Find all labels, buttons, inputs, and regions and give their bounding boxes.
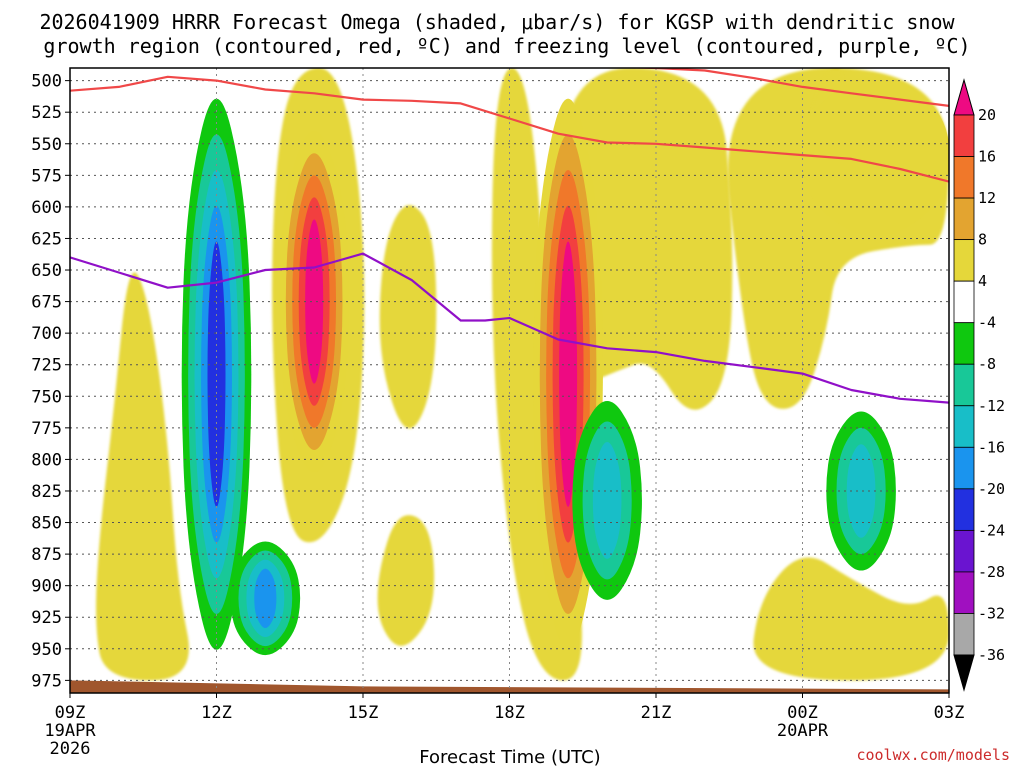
colorbar-label: -12 [978, 397, 1005, 415]
omega-region-weak-descent-3 [377, 515, 435, 646]
chart-title-line1: 2026041909 HRRR Forecast Omega (shaded, … [39, 10, 955, 34]
y-tick-label: 950 [31, 640, 62, 660]
y-tick-label: 600 [31, 198, 62, 218]
colorbar-arrow-bottom [953, 654, 975, 692]
x-tick-label: 21Z [641, 703, 672, 723]
colorbar-label: -36 [978, 646, 1005, 664]
y-tick-label: 675 [31, 293, 62, 313]
colorbar-label: -16 [978, 438, 1005, 456]
colorbar-bin [953, 322, 975, 365]
x-tick-year: 2026 [50, 739, 91, 759]
y-tick-label: 875 [31, 545, 62, 565]
y-tick-label: 700 [31, 324, 62, 344]
temperature-contours [70, 68, 949, 404]
ascent-lobe-13z-ring-3 [254, 568, 277, 628]
colorbar-bin [953, 197, 975, 241]
ascent-cell-20z-ring-2 [592, 442, 622, 559]
colorbar-bin [953, 488, 975, 531]
ground-terrain [70, 680, 949, 693]
y-tick-label: 850 [31, 514, 62, 534]
colorbar-label: -24 [978, 521, 1005, 539]
omega-region-weak-descent-8 [753, 557, 949, 681]
descent-core-19z-ring-4 [559, 241, 578, 507]
y-tick-label: 775 [31, 419, 62, 439]
y-tick-label: 575 [31, 166, 62, 186]
x-tick-label: 18Z [494, 703, 525, 723]
colorbar-bin [953, 613, 975, 656]
y-tick-label: 975 [31, 671, 62, 691]
contour-line-1-0 [70, 252, 949, 404]
contour-line-0-1 [614, 68, 949, 107]
credit-text: coolwx.com/models [856, 746, 1010, 764]
chart-title-line2: growth region (contoured, red, ºC) and f… [43, 34, 970, 58]
y-tick-label: 825 [31, 482, 62, 502]
y-tick-label: 550 [31, 135, 62, 155]
colorbar: 20 16 12 8 4 -4 -8 -12 -16 -20 -24 -28 -32 -36 [953, 78, 1005, 692]
omega-region-weak-descent-2 [379, 205, 437, 429]
colorbar-bin [953, 114, 975, 157]
y-tick-label: 525 [31, 103, 62, 123]
x-tick-sublabel: 20APR [777, 721, 829, 741]
contour-line-0-0 [70, 75, 949, 183]
x-tick-sublabel: 19APR [44, 721, 96, 741]
colorbar-bin [953, 529, 975, 573]
y-tick-label: 650 [31, 261, 62, 281]
y-axis-ticks: 500 525 550 575 600 625 650 675 700 725 750 775 800 8… [31, 72, 70, 691]
colorbar-label: -20 [978, 480, 1005, 498]
x-tick-label: 15Z [348, 703, 379, 723]
descent-sheet-upper-east-ring-0 [801, 76, 949, 236]
colorbar-label: -8 [978, 355, 996, 373]
colorbar-label: 8 [978, 231, 987, 249]
colorbar-bin [953, 363, 975, 407]
x-axis-label: Forecast Time (UTC) [419, 747, 600, 768]
y-tick-label: 500 [31, 72, 62, 92]
colorbar-arrow-top [953, 78, 975, 116]
y-tick-label: 625 [31, 229, 62, 249]
colorbar-bin [953, 405, 975, 448]
colorbar-label: 20 [978, 106, 996, 124]
y-tick-label: 900 [31, 577, 62, 597]
ascent-cell-01z-ring-2 [846, 444, 876, 538]
colorbar-bin [953, 571, 975, 614]
colorbar-label: -32 [978, 604, 1005, 622]
y-tick-label: 800 [31, 450, 62, 470]
y-tick-label: 925 [31, 608, 62, 628]
colorbar-bin [953, 446, 975, 490]
colorbar-bin [953, 239, 975, 282]
colorbar-label: 12 [978, 189, 996, 207]
colorbar-bin [953, 280, 975, 324]
grid-lines [70, 68, 949, 693]
x-tick-label: 09Z [55, 703, 86, 723]
colorbar-label: -28 [978, 563, 1005, 581]
colorbar-label: 16 [978, 148, 996, 166]
x-tick-label: 03Z [934, 703, 965, 723]
omega-region-weak-descent-0 [96, 272, 189, 681]
colorbar-bin [953, 156, 975, 199]
colorbar-label: 4 [978, 272, 987, 290]
colorbar-label: -4 [978, 314, 996, 332]
y-tick-label: 750 [31, 387, 62, 407]
y-tick-label: 725 [31, 356, 62, 376]
descent-core-14z-ring-4 [305, 219, 324, 384]
x-tick-label: 12Z [201, 703, 232, 723]
x-tick-label: 00Z [787, 703, 818, 723]
